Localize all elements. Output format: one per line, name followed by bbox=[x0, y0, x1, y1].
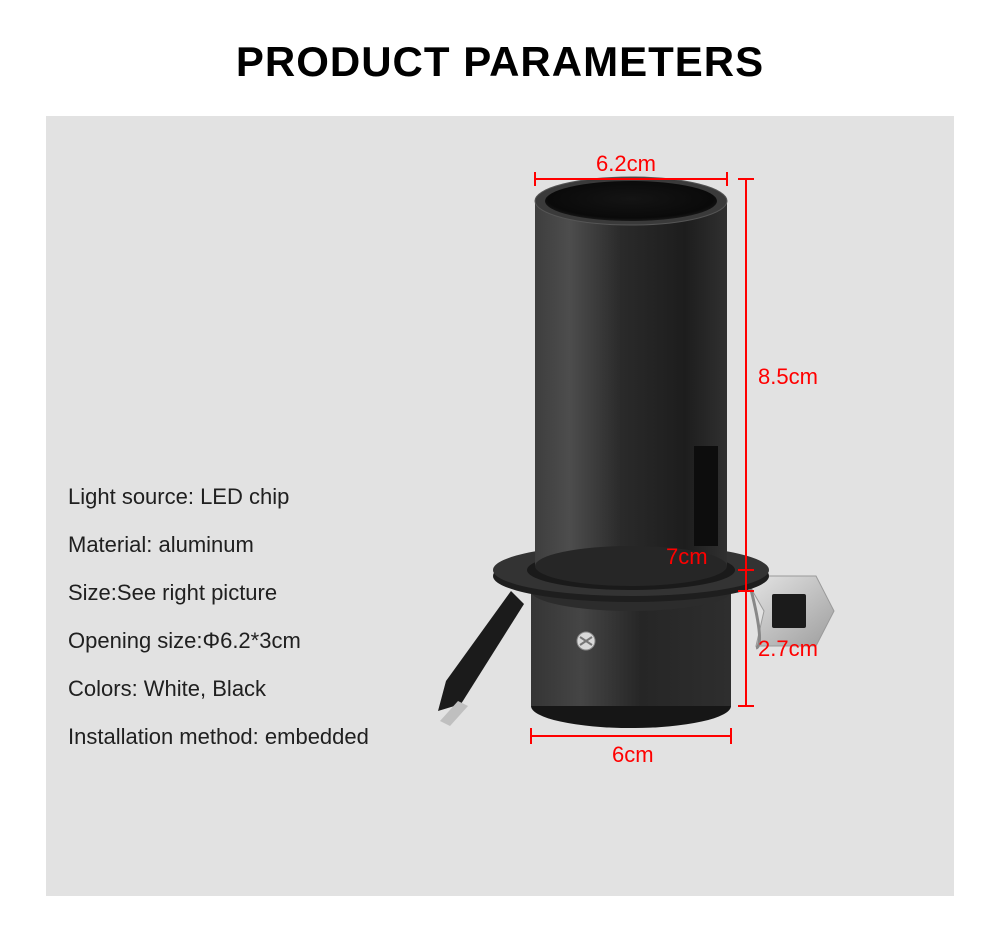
svg-text:8.5cm: 8.5cm bbox=[758, 364, 818, 389]
dim-upper-height: 8.5cm bbox=[738, 364, 818, 389]
spec-opening-size: Opening size:Φ6.2*3cm bbox=[68, 630, 369, 652]
svg-text:6.2cm: 6.2cm bbox=[596, 151, 656, 176]
spec-light-source: Light source: LED chip bbox=[68, 486, 369, 508]
svg-text:7cm: 7cm bbox=[666, 544, 708, 569]
left-clip bbox=[438, 591, 524, 726]
spec-installation: Installation method: embedded bbox=[68, 726, 369, 748]
spec-colors: Colors: White, Black bbox=[68, 678, 369, 700]
spec-size: Size:See right picture bbox=[68, 582, 369, 604]
dim-base-diameter: 6cm bbox=[531, 728, 731, 767]
page-title: PRODUCT PARAMETERS bbox=[0, 0, 1000, 116]
svg-text:2.7cm: 2.7cm bbox=[758, 636, 818, 661]
product-diagram: 6.2cm 8.5cm 7cm 2.7cm 6cm bbox=[416, 146, 936, 866]
product-cylinder bbox=[535, 177, 727, 586]
spec-panel: Light source: LED chip Material: aluminu… bbox=[46, 116, 954, 896]
svg-text:6cm: 6cm bbox=[612, 742, 654, 767]
spec-list: Light source: LED chip Material: aluminu… bbox=[68, 486, 369, 774]
spec-material: Material: aluminum bbox=[68, 534, 369, 556]
